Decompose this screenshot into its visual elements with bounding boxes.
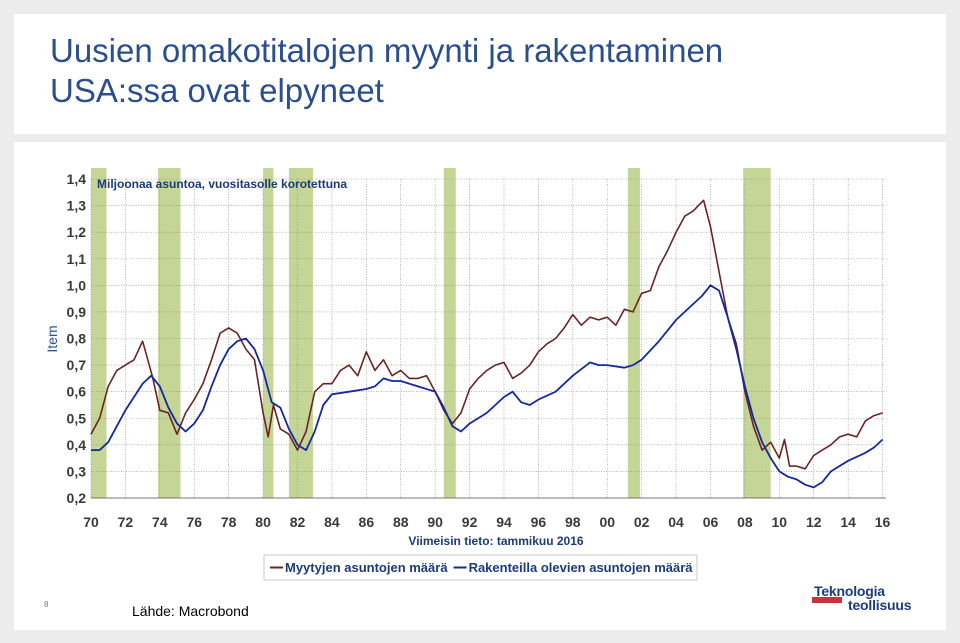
y-tick-label: 1,1 [67, 251, 87, 267]
y-tick-label: 0,8 [67, 331, 87, 347]
series-line-1 [91, 284, 884, 489]
series-line-0 [90, 199, 883, 470]
recession-band-2 [263, 168, 274, 498]
page-title-line-2: USA:ssa ovat elpyneet [50, 72, 384, 109]
unit-label: Miljoonaa asuntoa, vuositasolle korotett… [97, 177, 347, 191]
y-tick-label: 0,3 [67, 463, 87, 479]
y-tick-label: 0,2 [67, 490, 87, 506]
source-note: Lähde: Macrobond [132, 603, 249, 619]
y-tick-label: 0,9 [67, 304, 87, 320]
y-tick-label: 0,7 [67, 357, 87, 373]
page-number: 8 [44, 600, 49, 609]
logo-mark [812, 597, 842, 603]
recession-band-1 [158, 168, 181, 498]
x-tick-label: 86 [359, 514, 375, 530]
x-tick-label: 94 [496, 514, 512, 530]
y-tick-label: 1,0 [67, 277, 87, 293]
x-tick-label: 92 [462, 514, 478, 530]
x-tick-label: 04 [668, 514, 684, 530]
x-tick-label: 88 [393, 514, 409, 530]
x-tick-label: 76 [186, 514, 202, 530]
x-tick-label: 08 [737, 514, 753, 530]
x-tick-label: 14 [840, 514, 856, 530]
title-panel: Uusien omakotitalojen myynti ja rakentam… [14, 14, 946, 134]
y-tick-label: 1,2 [67, 224, 87, 240]
recession-band-3 [288, 168, 313, 498]
recession-band-0 [91, 168, 107, 498]
x-tick-label: 90 [427, 514, 443, 530]
recession-band-4 [443, 168, 456, 498]
x-tick-label: 80 [255, 514, 271, 530]
x-tick-label: 82 [290, 514, 306, 530]
x-tick-label: 00 [599, 514, 615, 530]
x-tick-label: 10 [772, 514, 788, 530]
x-tick-label: 72 [118, 514, 134, 530]
recession-band-6 [743, 168, 771, 498]
x-tick-label: 12 [806, 514, 822, 530]
legend-box [263, 554, 698, 581]
x-tick-label: 96 [531, 514, 547, 530]
footnote: Viimeisin tieto: tammikuu 2016 [408, 534, 583, 548]
y-tick-label: 1,3 [67, 198, 87, 214]
recession-band-5 [627, 168, 640, 498]
x-tick-label: 74 [152, 514, 168, 530]
logo-text-2: teollisuus [848, 597, 912, 613]
page-title-line-1: Uusien omakotitalojen myynti ja rakentam… [50, 32, 724, 69]
y-tick-label: 0,5 [67, 410, 87, 426]
x-tick-label: 02 [634, 514, 650, 530]
y-tick-label: 0,6 [67, 384, 87, 400]
x-tick-label: 98 [565, 514, 581, 530]
logo-text-1: Teknologia [814, 583, 885, 599]
x-tick-label: 16 [875, 514, 891, 530]
y-tick-label: 0,4 [67, 437, 87, 453]
x-tick-label: 70 [83, 514, 99, 530]
x-tick-label: 84 [324, 514, 340, 530]
y-axis-label: Item [44, 325, 60, 352]
y-tick-label: 1,4 [67, 171, 87, 187]
legend-label-0: Myytyjen asuntojen määrä [285, 560, 448, 575]
x-tick-label: 78 [221, 514, 237, 530]
x-tick-label: 06 [703, 514, 719, 530]
legend-label-1: Rakenteilla olevien asuntojen määrä [469, 560, 694, 575]
